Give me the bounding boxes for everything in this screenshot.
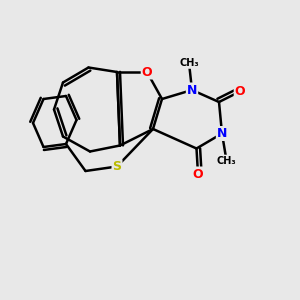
Text: N: N <box>187 83 197 97</box>
Text: CH₃: CH₃ <box>179 58 199 68</box>
Text: O: O <box>142 65 152 79</box>
Text: O: O <box>193 167 203 181</box>
Text: N: N <box>217 127 227 140</box>
Text: S: S <box>112 160 122 173</box>
Text: CH₃: CH₃ <box>217 155 236 166</box>
Text: O: O <box>235 85 245 98</box>
